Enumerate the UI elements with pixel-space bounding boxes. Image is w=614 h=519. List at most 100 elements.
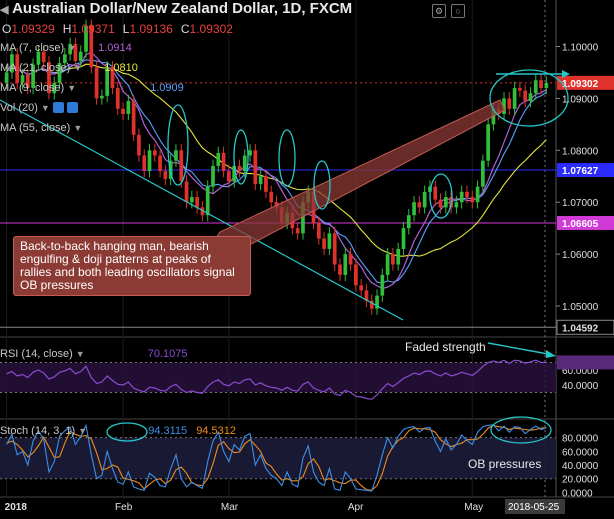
indicator-label: Vol (20) — [0, 102, 38, 114]
candle-body — [110, 67, 115, 89]
candle-body — [100, 95, 104, 99]
candle-body — [369, 300, 374, 309]
pattern-ellipse — [429, 173, 453, 219]
ohlc-value: 1.09302 — [189, 22, 233, 36]
candle-body — [78, 51, 83, 62]
candle-body — [163, 171, 168, 179]
candle-body — [137, 134, 141, 156]
candle-body — [158, 155, 162, 172]
indicator-legend-row[interactable]: MA (21, close) ▼ 1.0810 — [0, 62, 138, 75]
stoch-k-line — [6, 423, 547, 492]
candle-body — [174, 150, 178, 161]
rsi-legend[interactable]: RSI (14, close) ▼ 70.1075 — [0, 348, 188, 361]
candle-body — [502, 98, 506, 114]
candle-body — [25, 75, 30, 89]
pattern-ellipse — [167, 104, 189, 186]
chevron-down-icon[interactable]: ▼ — [67, 43, 77, 53]
candle-body — [237, 165, 242, 172]
candle-body — [221, 152, 226, 172]
candle-body — [152, 150, 157, 156]
chevron-down-icon[interactable]: ▼ — [40, 103, 50, 113]
candle-body — [211, 165, 215, 187]
eye-icon[interactable] — [52, 102, 64, 113]
candle-body — [354, 264, 358, 286]
candle-body — [348, 254, 353, 265]
price-badge-label: 1.09302 — [562, 79, 599, 90]
candle-body — [475, 186, 480, 203]
rsi-label: RSI (14, close) — [0, 348, 73, 360]
candle-body — [205, 186, 210, 216]
candle-body — [15, 54, 20, 83]
candle-body — [512, 88, 517, 109]
price-badge — [557, 215, 614, 230]
pattern-ellipse — [489, 69, 569, 127]
candle-body — [184, 181, 189, 203]
candle-body — [258, 176, 263, 185]
rsi-tick-label: 60.0000 — [562, 366, 599, 377]
stoch-legend[interactable]: Stoch (14, 3, 1) ▼ 94.3115 94.5312 — [0, 425, 236, 438]
indicator-label: MA (9, close) — [0, 82, 65, 94]
candle-body — [41, 51, 46, 63]
candle-body — [195, 197, 199, 208]
candle-body — [486, 124, 491, 161]
candle-body — [459, 191, 464, 203]
candle-body — [248, 150, 252, 156]
candle-body — [385, 254, 390, 275]
stoch-tick-label: 20.0000 — [562, 475, 599, 486]
indicator-label: MA (7, close) — [0, 42, 65, 54]
x-tick-label: May — [464, 502, 483, 513]
candle-body — [274, 202, 279, 208]
candle-body — [84, 25, 88, 52]
candle-body — [126, 101, 131, 114]
chevron-down-icon[interactable]: ▼ — [73, 123, 83, 133]
candle-body — [401, 228, 406, 249]
gear-icon[interactable] — [66, 102, 78, 113]
candle-body — [89, 25, 94, 68]
candle-body — [232, 165, 237, 182]
chevron-down-icon[interactable]: ▼ — [67, 83, 77, 93]
price-tick-label: 1.06000 — [562, 250, 599, 261]
ohlc-key: H — [62, 22, 72, 36]
candle-body — [242, 155, 247, 172]
chevron-down-icon[interactable]: ▼ — [73, 63, 83, 73]
candle-body — [269, 191, 274, 203]
ohlc-key: L — [122, 22, 130, 36]
hide-icon[interactable]: ○ — [451, 4, 465, 18]
candle-body — [147, 150, 152, 172]
pattern-callout: Back-to-back hanging man, bearish engulf… — [13, 236, 251, 296]
candle-body — [36, 51, 41, 65]
candle-body — [301, 202, 305, 234]
candle-body — [179, 150, 184, 182]
ohlc-value: 1.09371 — [71, 22, 115, 36]
candle-body — [412, 202, 416, 216]
symbol-title[interactable]: Australian Dollar/New Zealand Dollar, 1D… — [12, 0, 353, 17]
stoch-tick-label: 0.0000 — [562, 488, 593, 499]
candle-body — [359, 285, 364, 291]
price-badge — [557, 163, 614, 178]
candle-body — [94, 67, 99, 99]
candle-body — [338, 264, 342, 275]
collapse-arrow-icon[interactable]: ◀ — [0, 4, 9, 16]
candle-body — [4, 72, 9, 83]
ohlc-readout: O1.09329 H1.09371 L1.09136 C1.09302 — [2, 22, 233, 36]
chevron-down-icon[interactable]: ▼ — [78, 426, 88, 436]
chart-title: ◀ Australian Dollar/New Zealand Dollar, … — [0, 0, 352, 17]
candle-body — [518, 88, 522, 91]
indicator-legend-row[interactable]: Vol (20) ▼ — [0, 102, 78, 115]
indicator-legend-row[interactable]: MA (55, close) ▼ — [0, 122, 82, 135]
candle-body — [264, 176, 268, 192]
chevron-down-icon[interactable]: ▼ — [75, 349, 85, 359]
candle-body — [406, 215, 411, 229]
stoch-label: Stoch (14, 3, 1) — [0, 425, 76, 437]
settings-icon[interactable]: ⚙ — [432, 4, 446, 18]
x-tick-label: Mar — [221, 502, 239, 513]
ohlc-value: 1.09136 — [129, 22, 173, 36]
candle-body — [443, 197, 448, 208]
indicator-label: MA (21, close) — [0, 62, 71, 74]
indicator-legend-row[interactable]: MA (9, close) ▼ 1.0909 — [0, 82, 184, 95]
pattern-ellipse — [313, 160, 331, 210]
indicator-legend-row[interactable]: MA (7, close) ▼ 1.0914 — [0, 42, 132, 55]
stoch-tick-label: 40.0000 — [562, 461, 599, 472]
indicator-value: 1.0909 — [150, 82, 184, 94]
